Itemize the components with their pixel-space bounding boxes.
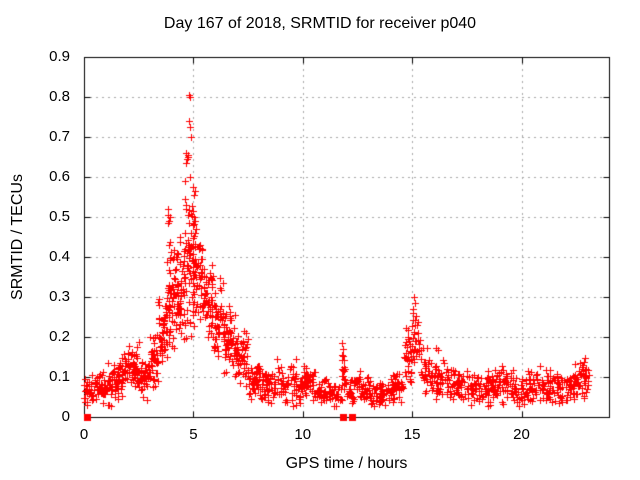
y-tick-label: 0.7 bbox=[49, 128, 70, 145]
y-tick-label: 0.9 bbox=[49, 48, 70, 65]
y-tick-label: 0.4 bbox=[49, 248, 70, 265]
y-axis-label: SRMTID / TECUs bbox=[9, 174, 26, 300]
x-tick-label: 0 bbox=[79, 426, 89, 443]
y-tick-label: 0.2 bbox=[49, 328, 70, 345]
y-tick-label: 0 bbox=[61, 408, 70, 425]
x-tick-label: 5 bbox=[189, 426, 198, 443]
y-tick-label: 0.5 bbox=[49, 208, 70, 225]
chart-title: Day 167 of 2018, SRMTID for receiver p04… bbox=[163, 15, 477, 32]
x-tick-label: 10 bbox=[294, 426, 312, 443]
x-tick-label: 15 bbox=[403, 426, 421, 443]
x-tick-label: 20 bbox=[513, 426, 530, 443]
y-tick-label: 0.6 bbox=[49, 168, 70, 185]
y-tick-label: 0.8 bbox=[49, 88, 70, 105]
y-tick-label: 0.3 bbox=[49, 288, 70, 305]
y-tick-label: 0.1 bbox=[49, 368, 70, 385]
x-axis-label: GPS time / hours bbox=[285, 455, 408, 472]
